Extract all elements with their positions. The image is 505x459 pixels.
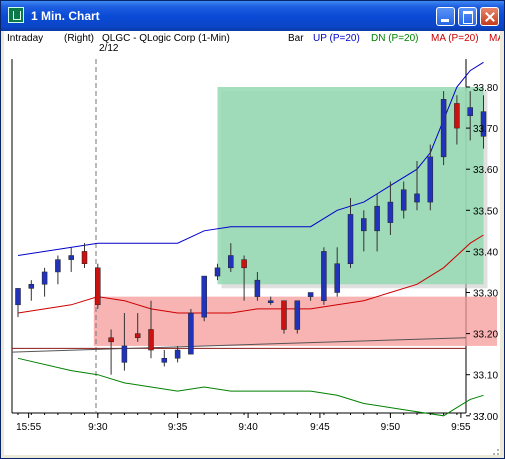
candle-body	[414, 193, 420, 203]
candle-body	[28, 284, 35, 289]
candle-body	[427, 156, 434, 203]
candle-body	[68, 255, 74, 260]
x-tick-label: 9:40	[238, 422, 258, 433]
candle-body	[480, 111, 487, 137]
x-tick-label: 9:35	[168, 422, 188, 433]
x-tick-label: 9:45	[310, 422, 330, 433]
x-tick-label: 9:50	[381, 422, 401, 433]
side-label: (Right)	[64, 33, 95, 44]
y-tick-label: 33.50	[473, 206, 498, 217]
close-button[interactable]	[480, 7, 499, 26]
y-tick-label: 33.20	[473, 330, 498, 341]
candle-body	[55, 259, 61, 273]
ma-legend-cut: MA	[489, 33, 500, 44]
candle-body	[387, 201, 394, 223]
title-bar[interactable]: 1 Min. Chart	[1, 1, 504, 31]
chart-header: Intraday (Right) QLGC - QLogic Corp (1-M…	[4, 31, 500, 47]
candle-body	[15, 288, 21, 306]
candle-body	[294, 300, 301, 330]
minimize-button[interactable]	[436, 7, 455, 26]
candle-body	[201, 275, 207, 318]
candle-body	[134, 333, 141, 338]
style-label: Bar	[288, 33, 304, 44]
ma-line	[17, 234, 484, 314]
candle-body	[174, 349, 181, 359]
candle-body	[161, 358, 168, 363]
candle-body	[228, 255, 234, 269]
candle-body	[454, 103, 460, 129]
up-legend: UP (P=20)	[313, 33, 360, 44]
candle-body	[81, 251, 88, 264]
candle-body	[254, 279, 261, 297]
candle-body	[108, 337, 114, 343]
symbol-label: QLGC - QLogic Corp (1-Min)	[102, 33, 230, 44]
dn-band-line	[17, 357, 484, 417]
y-tick-label: 33.30	[473, 289, 498, 300]
y-tick-label: 33.60	[473, 165, 498, 176]
dn-legend: DN (P=20)	[371, 33, 419, 44]
candle-body	[188, 312, 194, 355]
maximize-button[interactable]	[458, 7, 477, 26]
candle-body	[267, 300, 274, 303]
ma-legend: MA (P=20)	[431, 33, 479, 44]
candle-body	[281, 300, 287, 330]
y-tick-label: 33.10	[473, 371, 498, 382]
chart-area[interactable]: Intraday (Right) QLGC - QLogic Corp (1-M…	[4, 31, 500, 455]
x-tick-label: 9:30	[88, 422, 108, 433]
candle-body	[95, 267, 101, 306]
trend-line	[11, 337, 467, 353]
resize-grip[interactable]	[489, 447, 501, 457]
x-tick-label: 9:55	[451, 422, 471, 433]
y-tick-label: 33.70	[473, 124, 498, 135]
window-title: 1 Min. Chart	[31, 9, 100, 23]
candle-body	[467, 107, 473, 117]
candle-body	[440, 99, 447, 158]
app-icon[interactable]	[8, 7, 24, 23]
candle-body	[307, 292, 314, 297]
candle-body	[374, 205, 380, 232]
y-tick-label: 33.80	[473, 83, 498, 94]
candle-body	[334, 263, 340, 293]
candle-body	[148, 329, 154, 351]
y-tick-label: 33.40	[473, 247, 498, 258]
candle-body	[214, 267, 221, 277]
candle-body	[400, 189, 407, 211]
candle-body	[41, 271, 48, 285]
candle-body	[121, 345, 128, 363]
candle-body	[361, 218, 367, 232]
candle-body	[321, 251, 327, 301]
price-chart[interactable]: 33.80 33.70 33.60 33.50 33.40 33.30 33.20 33.10…	[4, 31, 500, 455]
x-tick-label: 15:55	[16, 422, 41, 433]
interval-label: Intraday	[7, 33, 44, 44]
candle-body	[241, 259, 247, 269]
candle-body	[347, 214, 354, 264]
date-label: 2/12	[99, 43, 119, 54]
y-tick-label: 33.00	[473, 412, 498, 423]
